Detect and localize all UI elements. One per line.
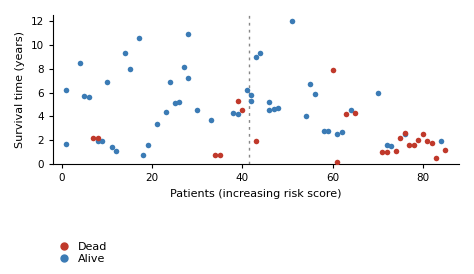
Point — [433, 156, 440, 160]
Point — [229, 111, 237, 115]
Point — [162, 109, 169, 114]
Y-axis label: Survival time (years): Survival time (years) — [15, 31, 25, 148]
Point — [265, 108, 273, 113]
Point — [184, 32, 192, 36]
Point — [193, 108, 201, 113]
Point — [85, 95, 93, 99]
Point — [211, 153, 219, 157]
Point — [397, 136, 404, 140]
Point — [401, 132, 409, 136]
Point — [333, 159, 341, 164]
Point — [247, 93, 255, 97]
Point — [135, 35, 142, 40]
Point — [270, 107, 278, 112]
Point — [329, 68, 337, 72]
Point — [374, 90, 382, 95]
Point — [383, 143, 391, 147]
Point — [302, 114, 310, 119]
Point — [338, 130, 346, 134]
Point — [184, 76, 192, 81]
Point — [388, 144, 395, 149]
Point — [415, 138, 422, 142]
Point — [419, 132, 427, 136]
Point — [94, 136, 102, 140]
X-axis label: Patients (increasing risk score): Patients (increasing risk score) — [170, 189, 342, 199]
Point — [347, 108, 355, 113]
Point — [234, 99, 242, 103]
Point — [342, 112, 350, 116]
Point — [139, 152, 147, 157]
Point — [99, 139, 106, 144]
Point — [234, 112, 242, 116]
Point — [144, 143, 151, 147]
Point — [333, 132, 341, 136]
Point — [63, 142, 70, 146]
Point — [324, 129, 332, 133]
Point — [180, 65, 188, 70]
Point — [247, 99, 255, 103]
Point — [252, 55, 260, 59]
Point — [126, 67, 133, 71]
Point — [306, 82, 314, 86]
Point — [121, 51, 129, 55]
Point — [383, 150, 391, 154]
Point — [94, 139, 102, 144]
Point — [424, 139, 431, 144]
Point — [288, 19, 296, 23]
Point — [378, 150, 386, 154]
Point — [112, 149, 120, 153]
Point — [275, 106, 283, 110]
Point — [410, 143, 418, 147]
Point — [175, 100, 183, 104]
Legend: Dead, Alive: Dead, Alive — [48, 237, 112, 269]
Point — [311, 92, 319, 96]
Point — [166, 80, 174, 84]
Point — [108, 145, 115, 150]
Point — [81, 94, 88, 98]
Point — [238, 108, 246, 113]
Point — [90, 136, 97, 140]
Point — [252, 139, 260, 144]
Point — [401, 131, 409, 135]
Point — [437, 139, 445, 144]
Point — [320, 129, 328, 133]
Point — [103, 80, 111, 84]
Point — [351, 111, 359, 115]
Point — [76, 61, 84, 65]
Point — [153, 121, 160, 126]
Point — [256, 51, 264, 55]
Point — [265, 100, 273, 104]
Point — [428, 141, 436, 145]
Point — [243, 88, 251, 92]
Point — [406, 143, 413, 147]
Point — [392, 149, 400, 153]
Point — [63, 88, 70, 92]
Point — [442, 148, 449, 152]
Point — [171, 101, 179, 105]
Point — [207, 118, 215, 122]
Point — [216, 153, 224, 157]
